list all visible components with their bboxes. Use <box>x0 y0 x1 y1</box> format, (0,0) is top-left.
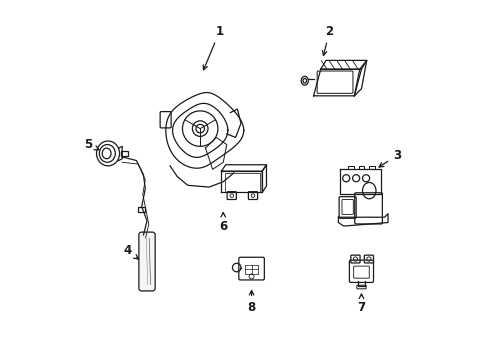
Text: 5: 5 <box>84 138 99 151</box>
FancyBboxPatch shape <box>138 207 144 212</box>
Text: 6: 6 <box>219 212 227 233</box>
Text: 1: 1 <box>203 24 224 70</box>
FancyBboxPatch shape <box>139 236 146 240</box>
FancyBboxPatch shape <box>121 150 128 156</box>
Text: 2: 2 <box>322 24 333 55</box>
Text: 7: 7 <box>357 294 365 314</box>
FancyBboxPatch shape <box>139 232 155 291</box>
Text: 3: 3 <box>378 149 400 167</box>
Text: 8: 8 <box>247 291 255 314</box>
Text: 4: 4 <box>123 244 138 259</box>
